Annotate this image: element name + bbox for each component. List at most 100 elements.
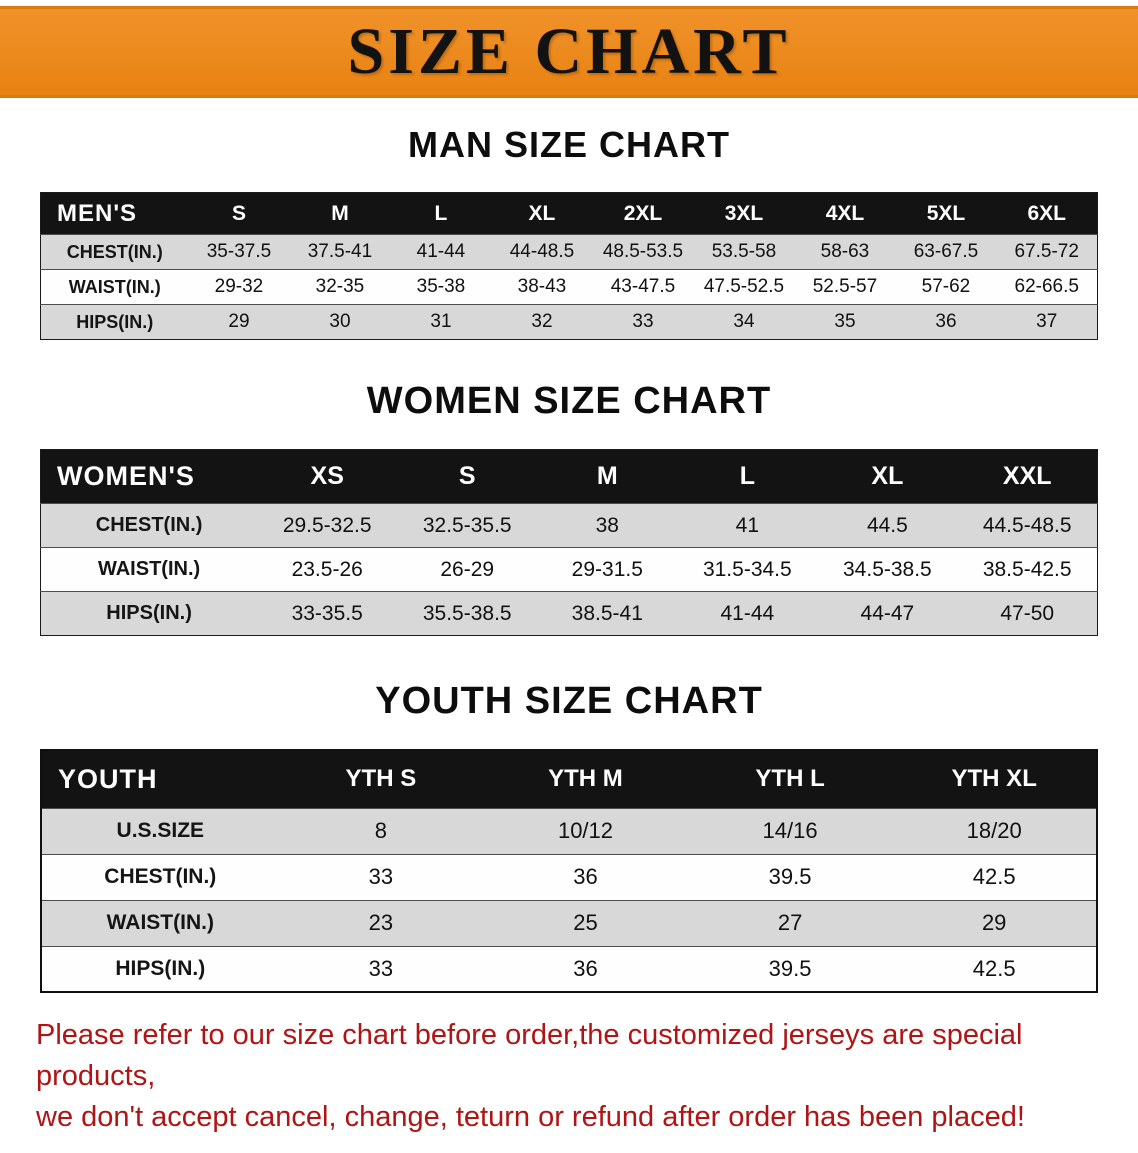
size-value-cell: 23 bbox=[368, 910, 394, 935]
size-value-cell: 32-35 bbox=[315, 276, 365, 297]
size-value-cell: 48.5-53.5 bbox=[602, 241, 684, 262]
size-value-cell: 18/20 bbox=[966, 818, 1022, 843]
size-value-cell: 10/12 bbox=[557, 818, 614, 843]
size-value-cell: 32 bbox=[531, 311, 553, 332]
measurement-row-label: WAIST(IN.) bbox=[106, 911, 214, 934]
measurement-row-label: CHEST(IN.) bbox=[104, 865, 217, 888]
size-value-cell: 52.5-57 bbox=[812, 276, 878, 297]
table-row: WAIST(IN.) 23 25 27 29 bbox=[41, 900, 1097, 946]
size-value-cell: 33 bbox=[368, 955, 394, 981]
women-size-chart-heading: WOMEN SIZE CHART bbox=[366, 380, 772, 422]
size-column-header: XL bbox=[491, 192, 593, 235]
table-header-row: MEN'S S M L XL 2XL 3XL 4XL 5XL 6XL bbox=[40, 192, 1098, 235]
table-row: U.S.SIZE 8 10/12 14/16 18/20 bbox=[41, 808, 1097, 854]
disclaimer-line-1: Please refer to our size chart before or… bbox=[36, 1019, 1023, 1093]
size-value-cell: 29 bbox=[228, 311, 250, 332]
size-value-cell: 27 bbox=[777, 910, 803, 935]
size-value-cell: 62-66.5 bbox=[1014, 276, 1079, 297]
size-value-cell: 63-67.5 bbox=[913, 241, 979, 262]
women-size-chart-section: WOMEN SIZE CHART WOMEN'S XS S M L XL XXL CHEST(… bbox=[0, 380, 1138, 636]
man-size-chart-section: MAN SIZE CHART MEN'S S M L XL 2XL 3XL 4XL 5XL 6XL… bbox=[0, 124, 1138, 340]
size-chart-page: SIZE CHART MAN SIZE CHART MEN'S S M L XL 2XL 3… bbox=[0, 6, 1138, 1139]
size-column-header: S bbox=[397, 449, 538, 504]
size-column-header: 2XL bbox=[592, 192, 694, 235]
size-value-cell: 29-31.5 bbox=[571, 557, 643, 581]
size-column-header: YTH S bbox=[278, 750, 484, 808]
size-value-cell: 44-47 bbox=[860, 601, 915, 625]
size-value-cell: 43-47.5 bbox=[610, 276, 676, 297]
size-column-header: M bbox=[289, 192, 391, 235]
size-value-cell: 29.5-32.5 bbox=[282, 513, 372, 537]
size-value-cell: 58-63 bbox=[820, 241, 870, 262]
size-value-cell: 44.5 bbox=[866, 513, 908, 537]
size-value-cell: 44.5-48.5 bbox=[982, 513, 1072, 537]
size-column-header: L bbox=[677, 449, 818, 504]
size-value-cell: 36 bbox=[935, 311, 957, 332]
youth-size-chart-heading: YOUTH SIZE CHART bbox=[375, 680, 763, 722]
table-row: WAIST(IN.) 23.5-26 26-29 29-31.5 31.5-34.5 34… bbox=[40, 547, 1098, 592]
size-value-cell: 35-38 bbox=[416, 276, 466, 297]
size-column-header: YTH L bbox=[687, 750, 893, 808]
size-value-cell: 41 bbox=[735, 513, 760, 537]
size-value-cell: 42.5 bbox=[972, 955, 1016, 981]
size-value-cell: 31 bbox=[430, 311, 452, 332]
table-row: CHEST(IN.) 29.5-32.5 32.5-35.5 38 41 44.5 44.5… bbox=[40, 503, 1098, 548]
size-value-cell: 57-62 bbox=[921, 276, 971, 297]
size-value-cell: 44-48.5 bbox=[509, 241, 575, 262]
size-column-header: YTH M bbox=[483, 750, 688, 808]
size-column-header: M bbox=[537, 449, 678, 504]
size-value-cell: 37.5-41 bbox=[307, 241, 373, 262]
size-value-cell: 33 bbox=[632, 311, 654, 332]
size-value-cell: 29-32 bbox=[214, 276, 264, 297]
size-value-cell: 23.5-26 bbox=[291, 557, 363, 581]
size-value-cell: 31.5-34.5 bbox=[702, 557, 792, 581]
size-value-cell: 47-50 bbox=[1000, 601, 1055, 625]
size-value-cell: 29 bbox=[981, 910, 1007, 935]
size-value-cell: 14/16 bbox=[762, 818, 818, 843]
table-row: CHEST(IN.) 33 36 39.5 42.5 bbox=[41, 854, 1097, 900]
measurement-row-label: HIPS(IN.) bbox=[76, 311, 154, 332]
size-column-header: S bbox=[188, 192, 290, 235]
size-value-cell: 34.5-38.5 bbox=[843, 557, 932, 581]
youth-size-chart-section: YOUTH SIZE CHART YOUTH YTH S YTH M YTH L YTH… bbox=[0, 680, 1138, 993]
table-header-row: WOMEN'S XS S M L XL XXL bbox=[40, 449, 1098, 504]
size-column-header: XL bbox=[817, 449, 958, 504]
size-column-header: XS bbox=[257, 449, 398, 504]
size-value-cell: 38 bbox=[595, 513, 619, 537]
size-column-header: L bbox=[390, 192, 492, 235]
size-value-cell: 34 bbox=[733, 311, 755, 332]
size-value-cell: 41-44 bbox=[720, 601, 775, 625]
measurement-row-label: WAIST(IN.) bbox=[68, 276, 161, 297]
size-value-cell: 35.5-38.5 bbox=[422, 601, 512, 625]
size-chart-banner: SIZE CHART bbox=[0, 6, 1138, 98]
table-row: WAIST(IN.) 29-32 32-35 35-38 38-43 43-47.5 47.… bbox=[40, 269, 1098, 305]
size-value-cell: 41-44 bbox=[416, 241, 466, 262]
size-value-cell: 37 bbox=[1036, 311, 1058, 332]
measurement-row-label: HIPS(IN.) bbox=[115, 956, 206, 980]
size-value-cell: 53.5-58 bbox=[711, 241, 777, 262]
measurement-row-label: WAIST(IN.) bbox=[97, 558, 201, 580]
measurement-row-label: CHEST(IN.) bbox=[66, 241, 163, 262]
size-column-header: 6XL bbox=[996, 192, 1098, 235]
size-value-cell: 47.5-52.5 bbox=[703, 276, 785, 297]
size-value-cell: 38.5-42.5 bbox=[982, 557, 1072, 581]
size-value-cell: 36 bbox=[573, 955, 598, 981]
size-value-cell: 33-35.5 bbox=[291, 601, 363, 625]
measurement-row-label: CHEST(IN.) bbox=[95, 514, 203, 536]
measurement-row-label: HIPS(IN.) bbox=[106, 602, 192, 624]
women-size-table: WOMEN'S XS S M L XL XXL CHEST(IN.) 29.5-32.5 32.5… bbox=[40, 449, 1098, 636]
table-corner-label: WOMEN'S bbox=[40, 449, 258, 504]
size-value-cell: 36 bbox=[573, 864, 598, 889]
table-corner-label: YOUTH bbox=[41, 750, 279, 808]
size-value-cell: 35 bbox=[834, 311, 856, 332]
size-value-cell: 67.5-72 bbox=[1014, 241, 1079, 262]
order-disclaimer-note: Please refer to our size chart before or… bbox=[36, 1015, 1138, 1139]
size-column-header: 4XL bbox=[794, 192, 896, 235]
youth-size-table: YOUTH YTH S YTH M YTH L YTH XL U.S.SIZE 8 10/12… bbox=[40, 749, 1098, 993]
size-value-cell: 32.5-35.5 bbox=[422, 513, 512, 537]
size-value-cell: 39.5 bbox=[768, 864, 812, 889]
measurement-row-label: U.S.SIZE bbox=[116, 819, 205, 842]
size-value-cell: 42.5 bbox=[972, 864, 1016, 889]
table-row: HIPS(IN.) 33-35.5 35.5-38.5 38.5-41 41-44 44-… bbox=[40, 591, 1098, 636]
size-value-cell: 8 bbox=[374, 818, 388, 843]
